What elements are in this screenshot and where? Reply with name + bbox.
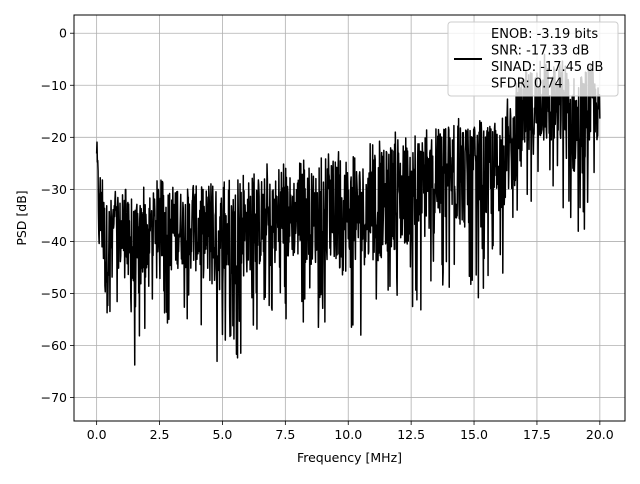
x-tick-label: 2.5 [150,427,170,442]
legend-enob: ENOB: -3.19 bits [491,27,598,42]
y-tick-label: −50 [41,286,67,301]
x-tick-label: 15.0 [460,427,488,442]
x-tick-label: 5.0 [212,427,232,442]
y-tick-label: −60 [41,338,67,353]
y-tick-label: 0 [59,26,67,41]
x-tick-label: 10.0 [334,427,362,442]
x-tick-label: 7.5 [275,427,295,442]
psd-series-line [95,53,601,366]
x-axis-label: Frequency [MHz] [297,450,402,465]
legend-snr: SNR: -17.33 dB [491,44,589,59]
legend: ENOB: -3.19 bits SNR: -17.33 dB SINAD: -… [447,21,619,97]
legend-sfdr: SFDR: 0.74 [491,77,563,92]
series-layer [95,53,601,366]
tick-layer: 0.0 2.5 5.0 7.5 10.0 12.5 15.0 17.5 20.0 0 −10 −20 −… [41,26,614,442]
y-tick-label: −70 [41,390,67,405]
legend-sinad: SINAD: -17.45 dB [491,60,603,75]
x-tick-label: 0.0 [87,427,107,442]
y-tick-label: −10 [41,78,67,93]
y-axis-label: PSD [dB] [14,190,29,245]
y-tick-label: −30 [41,182,67,197]
x-tick-label: 20.0 [586,427,614,442]
y-tick-label: −40 [41,234,67,249]
legend-box [447,21,619,97]
x-tick-label: 12.5 [397,427,425,442]
x-tick-label: 17.5 [523,427,551,442]
y-tick-label: −20 [41,130,67,145]
plot-area-frame [73,14,626,422]
